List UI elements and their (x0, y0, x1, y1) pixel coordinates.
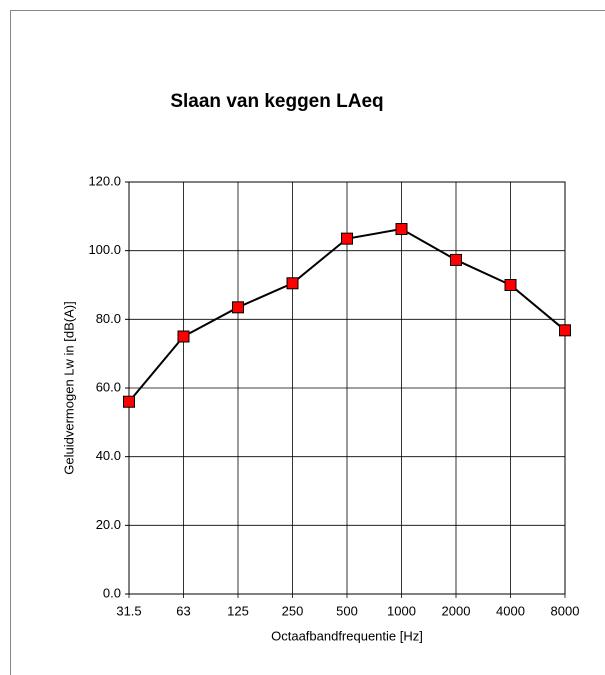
y-axis-label: Geluidvermogen Lw in [dB(A)] (61, 301, 76, 474)
y-tick-label: 80.0 (96, 311, 121, 326)
x-tick-label: 2000 (442, 603, 471, 618)
x-tick-label: 8000 (551, 603, 580, 618)
y-tick-label: 120.0 (88, 173, 121, 188)
x-tick-label: 31.5 (116, 603, 141, 618)
marker (450, 253, 462, 266)
y-tick-label: 60.0 (96, 379, 121, 394)
y-tick-label: 40.0 (96, 448, 121, 463)
x-tick-label: 1000 (387, 603, 416, 618)
marker (286, 277, 299, 290)
marker (232, 301, 244, 314)
chart-title: Slaan van keggen LAeq (170, 91, 383, 112)
marker (123, 395, 135, 408)
marker (395, 223, 408, 236)
marker (504, 279, 517, 291)
x-tick-label: 63 (176, 603, 190, 618)
x-tick-label: 4000 (496, 603, 525, 618)
marker (341, 232, 353, 245)
x-tick-label: 250 (282, 603, 304, 618)
y-tick-label: 20.0 (96, 517, 121, 532)
y-tick-label: 0.0 (103, 585, 121, 600)
marker (559, 324, 571, 337)
x-tick-label: 125 (227, 603, 249, 618)
marker (177, 330, 190, 343)
x-tick-label: 500 (336, 603, 358, 618)
plot-border (128, 181, 566, 595)
x-axis-label: Octaafbandfrequentie [Hz] (271, 628, 423, 643)
y-tick-label: 100.0 (88, 242, 121, 257)
